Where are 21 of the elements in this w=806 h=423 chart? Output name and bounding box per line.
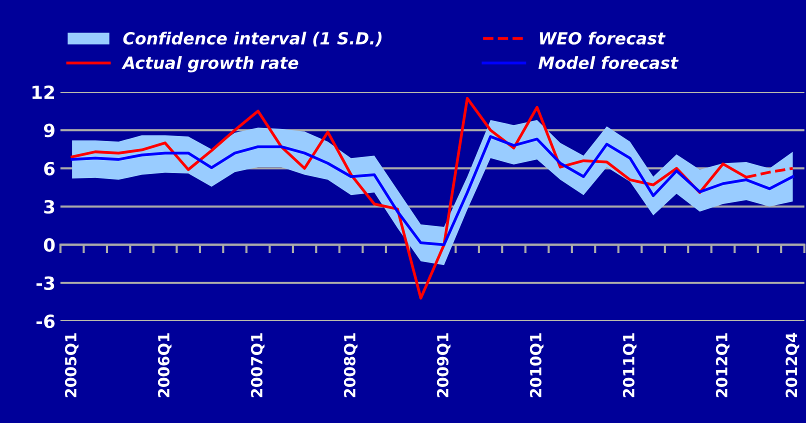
x-tick-label: 2006Q1	[158, 333, 172, 398]
y-tick-label: -6	[36, 314, 55, 328]
x-tick-label: 2010Q1	[530, 333, 544, 398]
x-tick-label: 2005Q1	[64, 333, 79, 398]
x-tick-label: 2007Q1	[250, 333, 265, 398]
x-tick-label: 2011Q1	[622, 333, 636, 398]
x-tick-label: 2012Q1	[716, 333, 730, 398]
y-tick-label: 12	[32, 85, 54, 99]
y-tick-label: 3	[44, 200, 54, 214]
x-tick-label: 2012Q4	[786, 332, 800, 398]
text: Confidence interval (1 S.D.)	[123, 32, 382, 47]
line-series	[70, 135, 794, 246]
legend-label: Actual growth rate	[122, 56, 298, 72]
y-tick-label: 6	[44, 162, 55, 176]
x-tick-label: 2008Q1	[344, 333, 358, 398]
y-tick-label: -3	[36, 276, 54, 290]
y-tick-label: 0	[44, 238, 55, 252]
legend-label: WEO forecast	[540, 32, 666, 45]
legend-label: Model forecast	[538, 56, 679, 70]
x-tick-label: 2009Q1	[436, 333, 450, 398]
y-tick-label: 9	[44, 124, 54, 138]
